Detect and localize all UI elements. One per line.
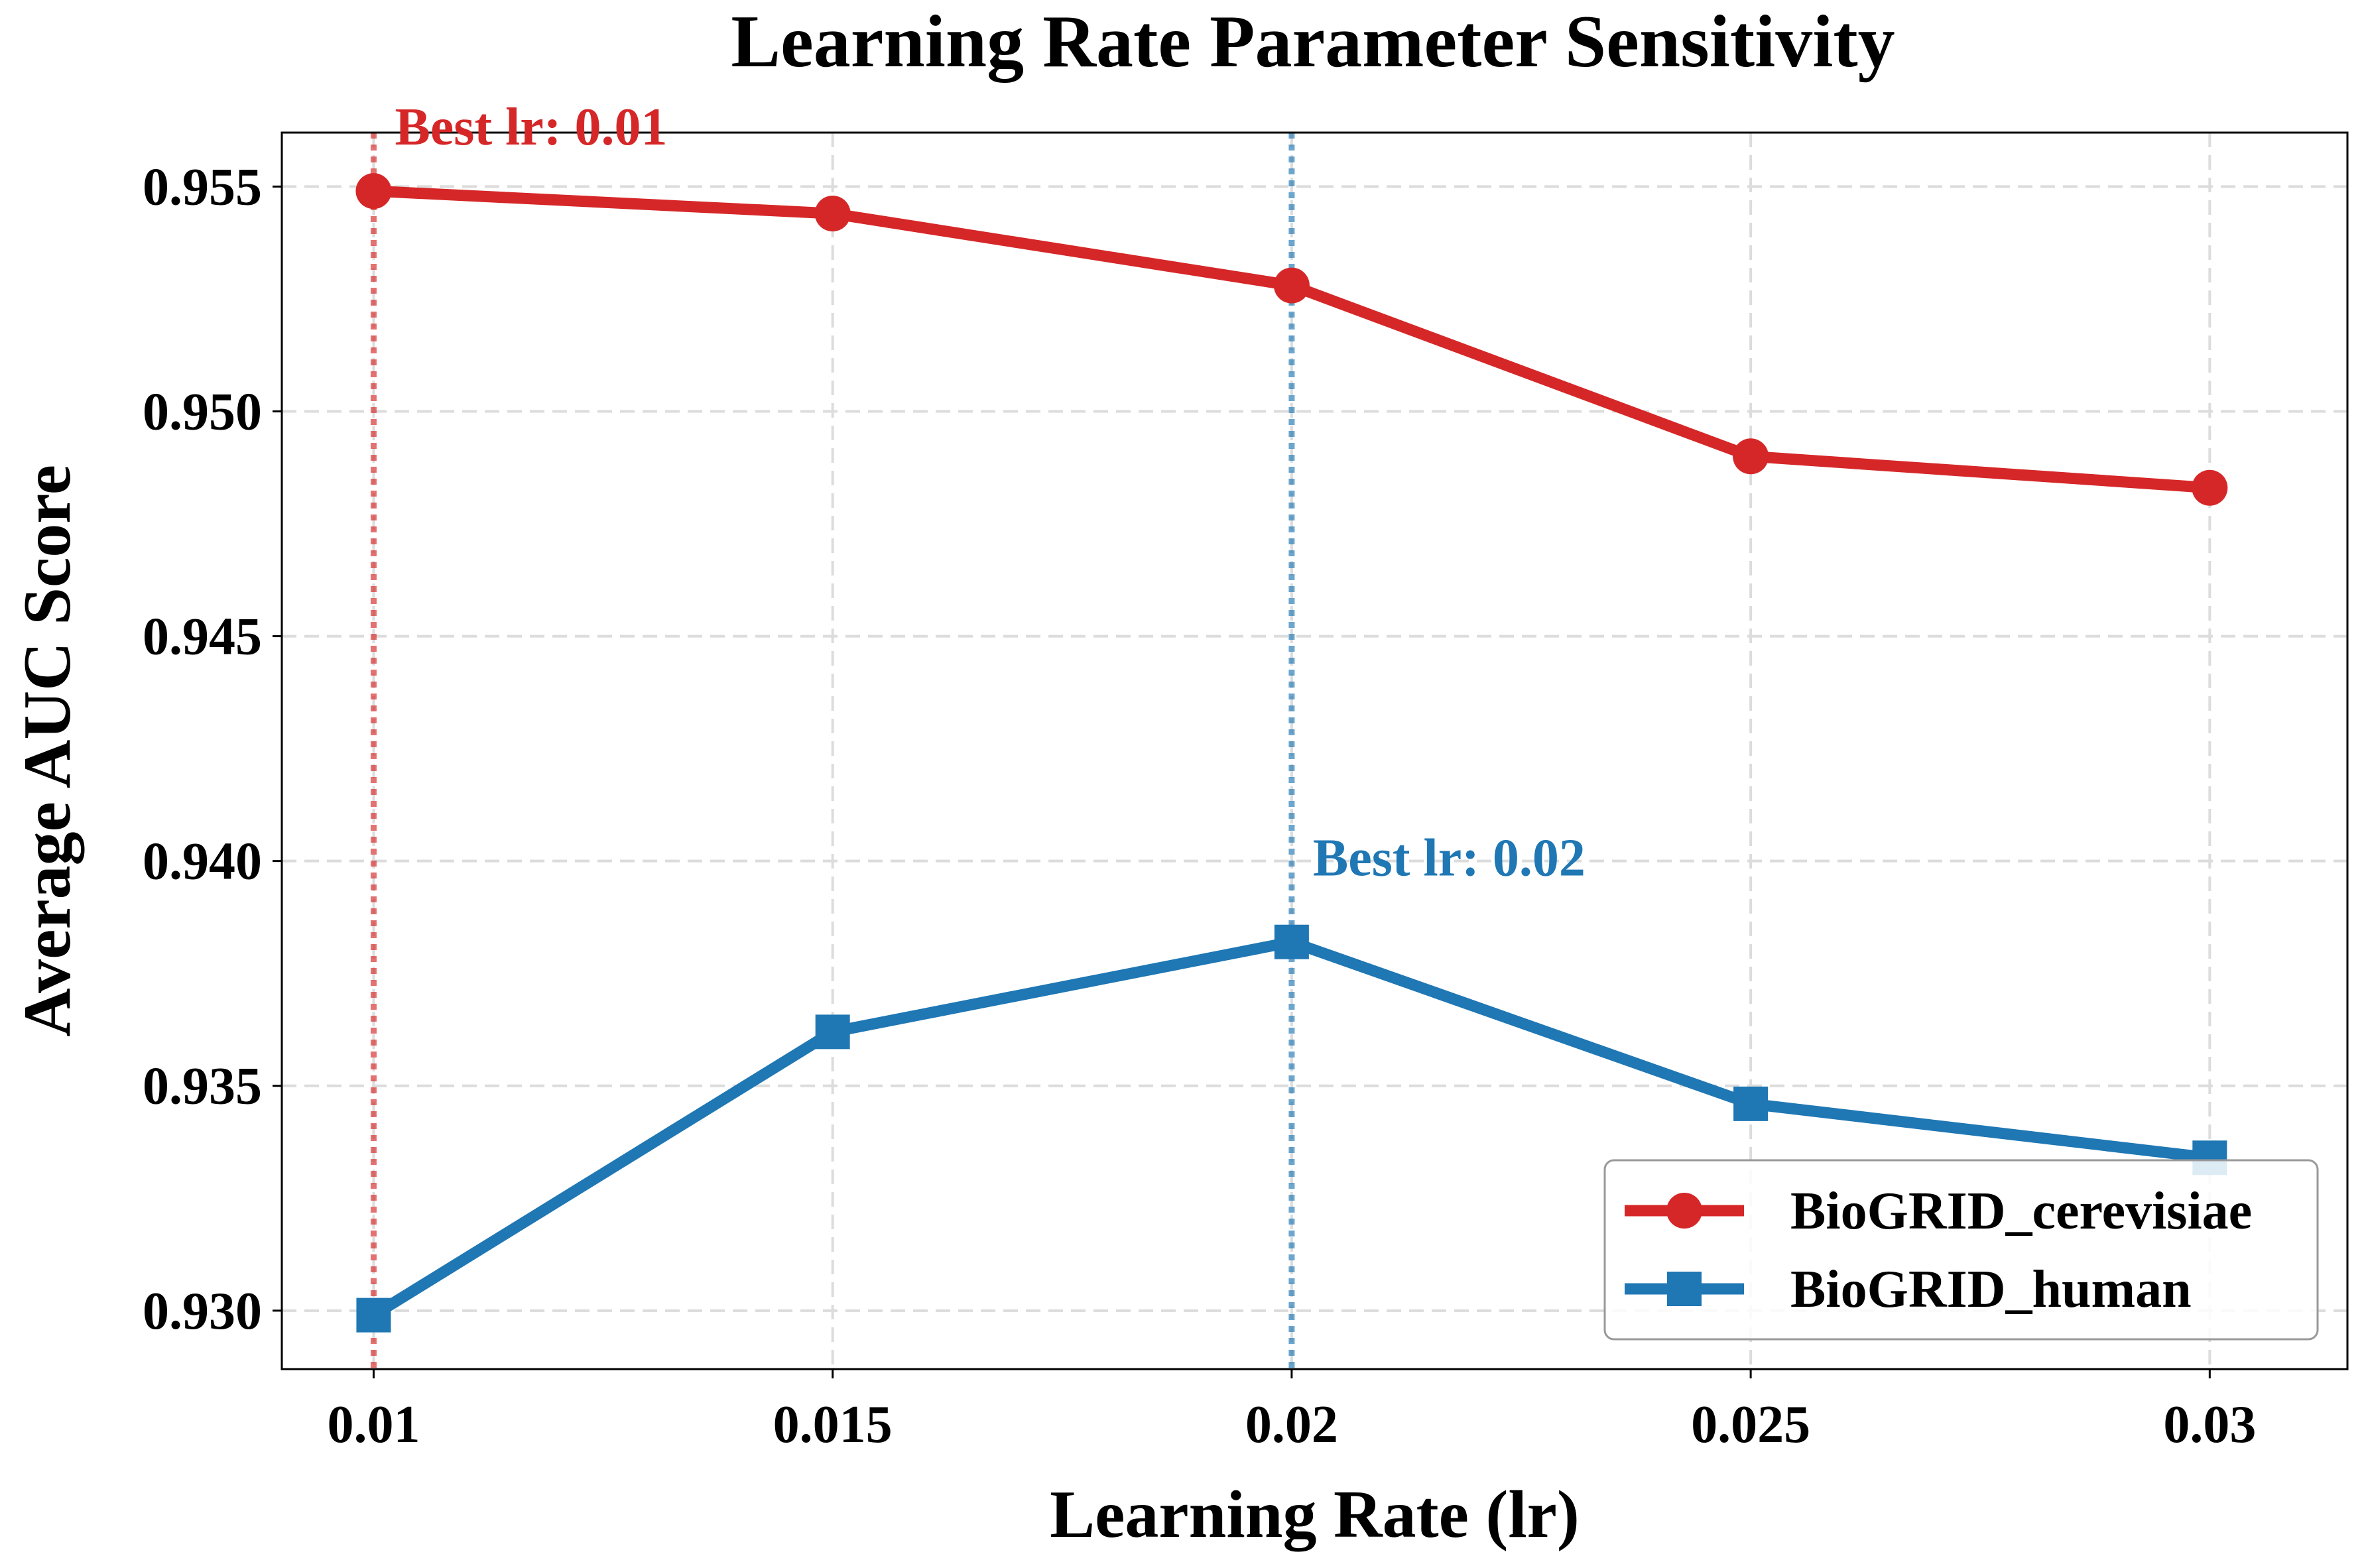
- y-axis-label: Average AUC Score: [10, 465, 85, 1037]
- legend-marker: [1667, 1272, 1702, 1306]
- y-tick-label: 0.950: [143, 383, 262, 441]
- best-lr-annotation: Best lr: 0.02: [1313, 829, 1586, 888]
- legend: BioGRID_cerevisiae BioGRID_human: [1603, 1159, 2319, 1341]
- y-tick-label: 0.945: [143, 608, 262, 666]
- y-tick-label: 0.955: [143, 158, 262, 216]
- y-axis-ticks: 0.930 0.935 0.940 0.945 0.950 0.955: [143, 158, 282, 1341]
- annotations: Best lr: 0.01 Best lr: 0.02: [395, 98, 1585, 888]
- legend-box: [1603, 1159, 2319, 1341]
- x-tick-label: 0.015: [773, 1396, 893, 1454]
- x-tick-label: 0.025: [1691, 1396, 1810, 1454]
- data-point: [814, 196, 851, 232]
- data-point: [356, 1297, 391, 1333]
- data-point: [1274, 924, 1309, 959]
- data-point: [2192, 469, 2228, 506]
- series-lines: [355, 173, 2228, 1333]
- data-point: [1273, 267, 1310, 304]
- chart-title: Learning Rate Parameter Sensitivity: [731, 1, 1895, 83]
- y-tick-label: 0.940: [143, 833, 262, 891]
- x-tick-label: 0.01: [327, 1396, 420, 1454]
- best-lr-lines: [370, 133, 1295, 1369]
- data-point: [355, 173, 392, 210]
- y-tick-label: 0.930: [143, 1282, 262, 1341]
- data-point: [815, 1014, 850, 1050]
- legend-label: BioGRID_cerevisiae: [1790, 1182, 2252, 1240]
- data-point: [1733, 1086, 1769, 1121]
- x-axis-ticks: 0.01 0.015 0.02 0.025 0.03: [327, 1369, 2256, 1454]
- data-point: [1733, 438, 1769, 475]
- legend-marker: [1666, 1193, 1702, 1229]
- best-lr-annotation: Best lr: 0.01: [395, 98, 667, 156]
- x-tick-label: 0.02: [1245, 1396, 1338, 1454]
- grid: [282, 133, 2347, 1369]
- x-tick-label: 0.03: [2163, 1396, 2256, 1454]
- x-axis-label: Learning Rate (lr): [1050, 1477, 1580, 1552]
- legend-label: BioGRID_human: [1790, 1260, 2192, 1319]
- y-tick-label: 0.935: [143, 1057, 262, 1116]
- plot-frame: [280, 131, 2349, 1370]
